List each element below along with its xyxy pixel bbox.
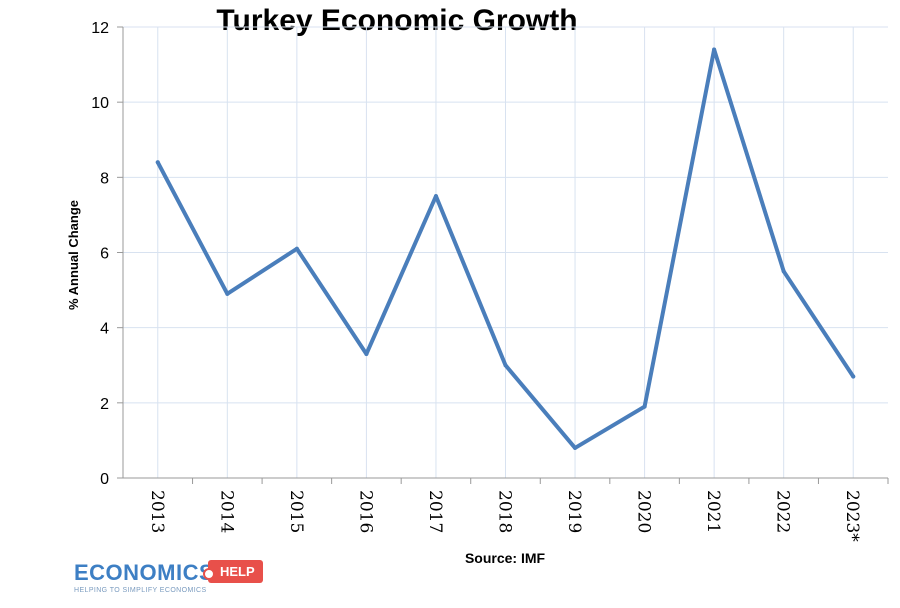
x-tick-labels: 2013 2014 2015 2016 2017 2018 2019 2020 2021 2022… (147, 478, 889, 542)
x-tick-label: 2017 (425, 490, 445, 533)
x-tick-label: 2023* (842, 490, 862, 542)
x-tick-label: 2016 (355, 490, 375, 533)
y-tick-label: 10 (91, 95, 109, 112)
source-label: Source: IMF (465, 550, 546, 566)
data-point (503, 363, 508, 368)
data-point (433, 194, 438, 199)
logo-badge-text: HELP (220, 564, 255, 579)
logo-badge: HELP (203, 560, 263, 583)
data-point (642, 404, 647, 409)
x-tick-label: 2022 (773, 490, 793, 533)
y-axis-label: % Annual Change (66, 200, 81, 310)
y-tick-label: 4 (100, 321, 109, 338)
y-tick-label: 0 (100, 471, 109, 488)
chart-title: Turkey Economic Growth (216, 4, 577, 37)
x-tick-label: 2021 (703, 490, 723, 533)
logo-word: ECONOMICS (74, 560, 215, 585)
y-tick-label: 12 (91, 20, 109, 37)
economics-help-logo: ECONOMICS HELP HELPING TO SIMPLIFY ECONO… (74, 560, 264, 600)
x-tick-label: 2013 (147, 490, 167, 533)
x-tick-label: 2020 (634, 490, 654, 533)
y-tick-labels: 0 2 4 6 8 10 12 (91, 20, 123, 488)
logo-dot-icon (203, 568, 215, 580)
y-tick-label: 2 (100, 396, 109, 413)
data-point (781, 269, 786, 274)
data-point (712, 47, 717, 52)
y-tick-label: 6 (100, 246, 109, 263)
data-point (294, 246, 299, 251)
x-tick-label: 2018 (495, 490, 515, 533)
data-point (364, 351, 369, 356)
y-tick-label: 8 (100, 170, 109, 187)
data-point (851, 374, 856, 379)
series-group (155, 47, 856, 450)
logo-tagline: HELPING TO SIMPLIFY ECONOMICS (74, 587, 207, 594)
data-point (225, 291, 230, 296)
data-point (155, 160, 160, 165)
data-point (573, 445, 578, 450)
x-tick-label: 2015 (286, 490, 306, 533)
x-tick-label: 2019 (564, 490, 584, 533)
x-tick-label: 2014 (216, 490, 236, 533)
